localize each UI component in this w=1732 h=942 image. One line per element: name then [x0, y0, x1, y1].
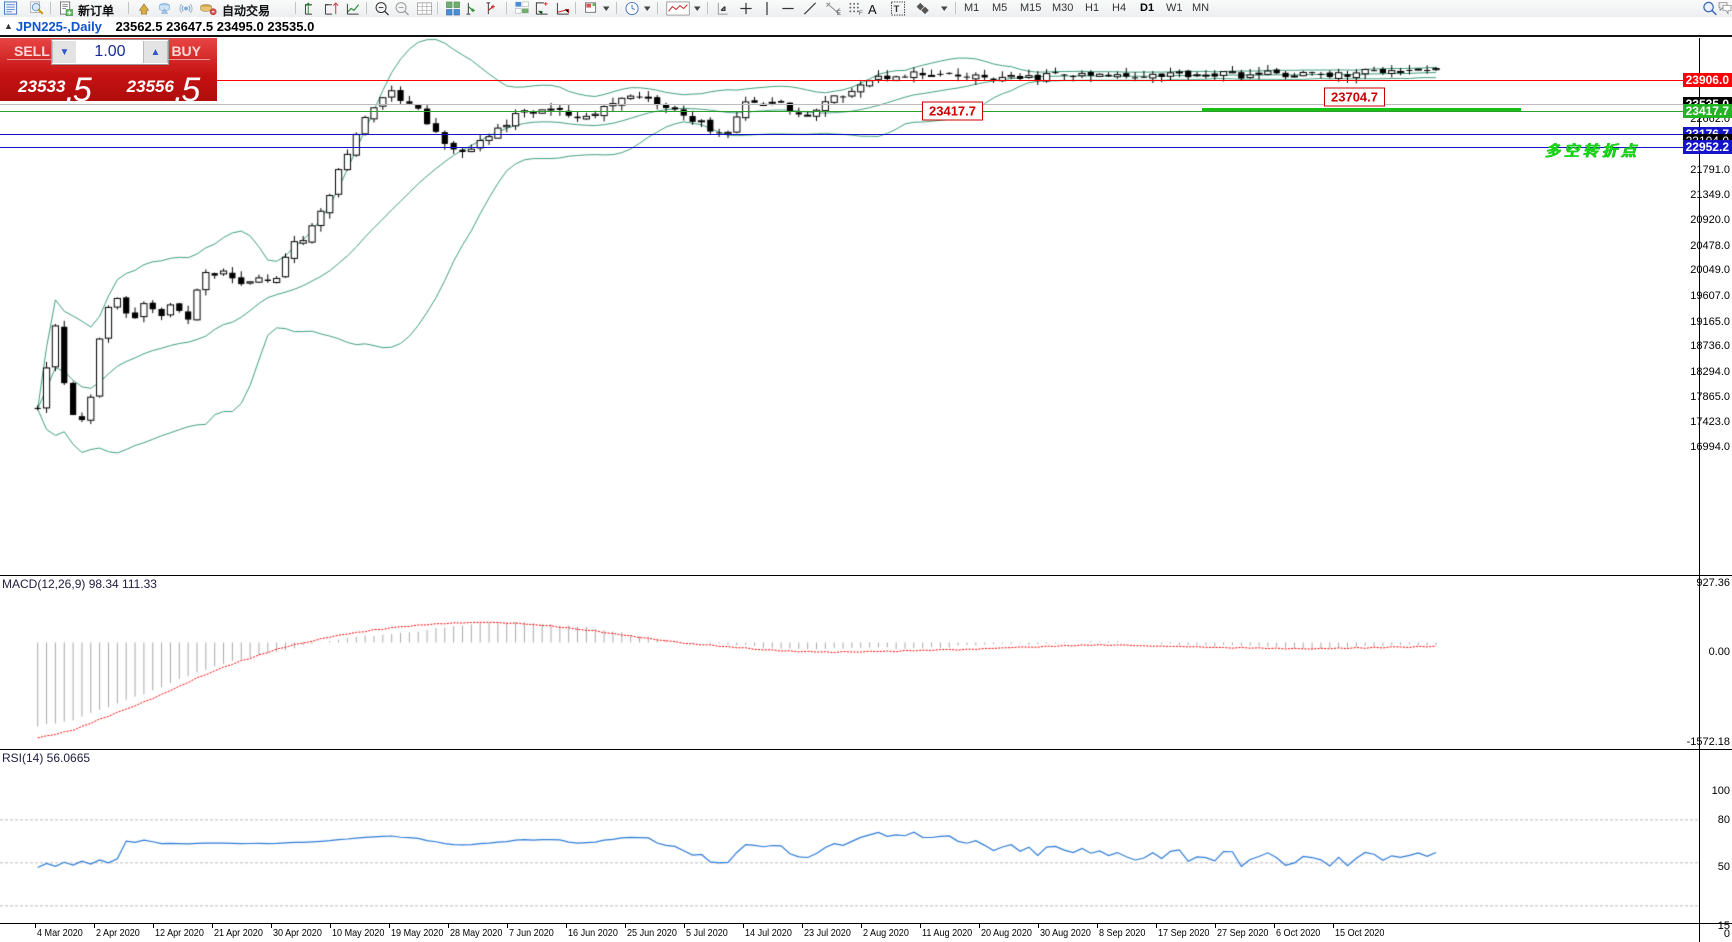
svg-text:E: E — [837, 10, 842, 16]
svg-text:T: T — [894, 4, 900, 14]
svg-text:F: F — [859, 10, 863, 16]
